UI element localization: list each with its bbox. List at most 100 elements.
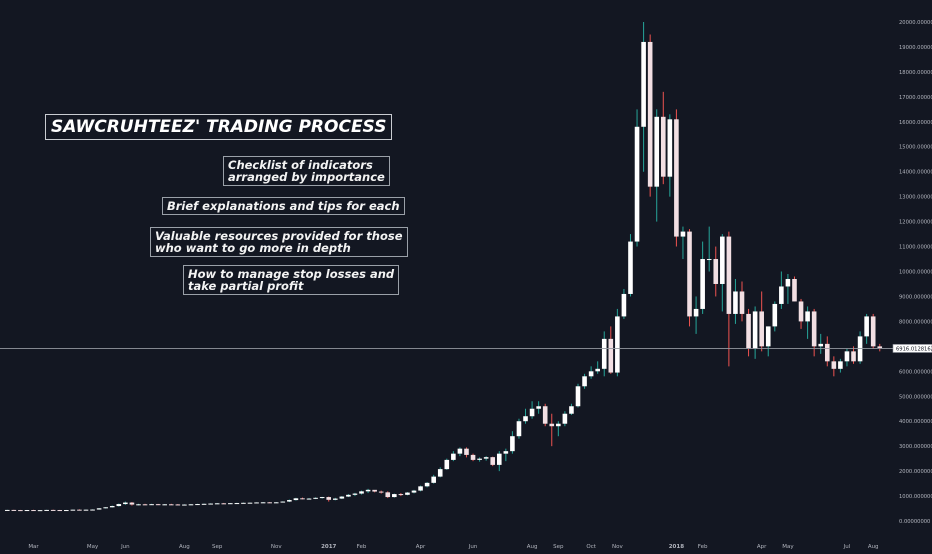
candle [569, 403, 574, 415]
candle-body [326, 497, 332, 500]
candle-body [765, 326, 771, 347]
candle-body [352, 493, 358, 495]
candle [234, 502, 240, 505]
candle-body [575, 386, 581, 407]
y-tick-label: 20000.00000000 [899, 20, 932, 26]
candle-body [451, 453, 456, 460]
candle-body [300, 498, 305, 500]
candle [11, 509, 17, 511]
candle [319, 496, 325, 499]
candle [641, 21, 646, 172]
candle-body [674, 119, 679, 237]
candle [608, 326, 614, 374]
candle-body [359, 491, 364, 494]
x-tick-label: Apr [757, 544, 767, 550]
candle [365, 488, 371, 494]
candle-body [11, 509, 17, 511]
candle [503, 448, 509, 462]
x-tick-label: May [87, 544, 99, 550]
candle-body [273, 502, 279, 504]
candle-body [293, 498, 299, 501]
candle [556, 421, 561, 437]
candle-body [588, 371, 594, 377]
candle [221, 502, 227, 505]
candle-body [634, 126, 640, 242]
candle [293, 497, 299, 501]
y-tick-label: 15000.00000000 [899, 145, 932, 151]
candle-body [713, 259, 719, 284]
candle [582, 373, 587, 389]
candle [83, 509, 89, 511]
candle-body [96, 508, 102, 510]
candle [4, 509, 10, 511]
candle-body [772, 303, 778, 327]
candle [739, 281, 745, 322]
candle-body [470, 454, 476, 460]
candle-body [18, 510, 23, 512]
candle [339, 496, 345, 500]
candle [831, 356, 837, 377]
candle [483, 456, 489, 461]
candle [18, 509, 23, 512]
candle-body [687, 231, 692, 317]
candle [352, 492, 358, 497]
candle-body [136, 504, 141, 506]
candle [877, 343, 883, 352]
candle-body [601, 338, 607, 369]
candle [870, 313, 876, 349]
candle [168, 503, 174, 506]
candle [792, 276, 797, 302]
candle [175, 504, 181, 506]
candle-body [536, 406, 541, 409]
candle [149, 503, 154, 506]
candle [588, 366, 594, 379]
candle [496, 451, 502, 472]
candle [457, 447, 463, 457]
candle [57, 509, 63, 512]
candle [451, 451, 456, 462]
candle-body [346, 494, 351, 497]
candle-body [798, 301, 804, 322]
candle [300, 497, 305, 500]
candle-body [877, 346, 883, 349]
candle [634, 109, 640, 247]
candle-body [267, 502, 272, 504]
candle-body [437, 469, 443, 477]
candle-body [864, 316, 869, 337]
candle [254, 502, 259, 504]
candle [660, 91, 666, 185]
candle-body [706, 259, 712, 261]
y-tick-label: 10000.00000000 [899, 270, 932, 276]
chart-title: SAWCRUHTEEZ' TRADING PROCESS [45, 114, 393, 140]
candle [418, 485, 423, 492]
candle [214, 503, 220, 505]
candle-body [824, 343, 830, 362]
candle [188, 504, 194, 506]
candle-body [785, 278, 791, 287]
candle-body [392, 494, 397, 498]
candle-body [477, 458, 482, 460]
candle-body [90, 509, 95, 511]
candle-body [182, 504, 187, 506]
candle-body [4, 509, 10, 511]
candle-body [319, 497, 325, 499]
candle [490, 456, 496, 467]
candle-body [241, 502, 246, 504]
x-tick-label: Apr [416, 544, 426, 550]
candle-body [503, 451, 509, 454]
candle-body [378, 491, 384, 493]
candle-body [523, 416, 528, 422]
candle-body [221, 503, 227, 505]
candle-body [733, 291, 738, 314]
candle [713, 246, 719, 297]
x-tick-label: Oct [586, 544, 596, 550]
candle-body [70, 509, 76, 511]
candle [77, 509, 82, 511]
candle [765, 326, 771, 357]
annotation-resources: Valuable resources provided for those wh… [150, 227, 408, 257]
candle [142, 503, 148, 506]
candle [109, 505, 115, 508]
candle-body [660, 116, 666, 177]
